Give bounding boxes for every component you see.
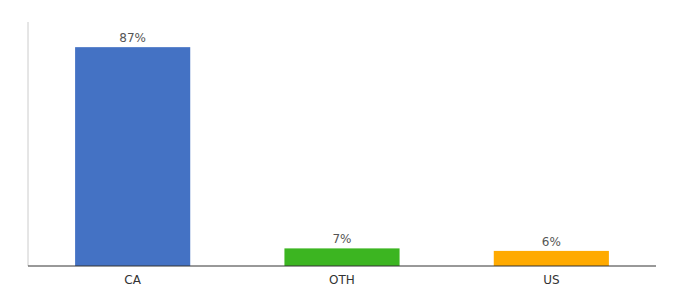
bar xyxy=(284,248,399,266)
data-label: 87% xyxy=(119,31,146,45)
data-label: 6% xyxy=(542,235,561,249)
chart-container: CA OTH US 87% 7% 6% xyxy=(0,0,680,300)
y-axis-line xyxy=(28,22,29,266)
bar xyxy=(494,251,609,266)
x-tick-label: US xyxy=(543,273,559,287)
data-label: 7% xyxy=(332,232,351,246)
bars xyxy=(75,47,609,266)
x-tick-label: CA xyxy=(124,273,141,287)
bar xyxy=(75,47,190,266)
x-axis-line xyxy=(28,266,656,267)
x-tick-label: OTH xyxy=(329,273,355,287)
chart-svg: CA OTH US 87% 7% 6% xyxy=(0,0,680,300)
